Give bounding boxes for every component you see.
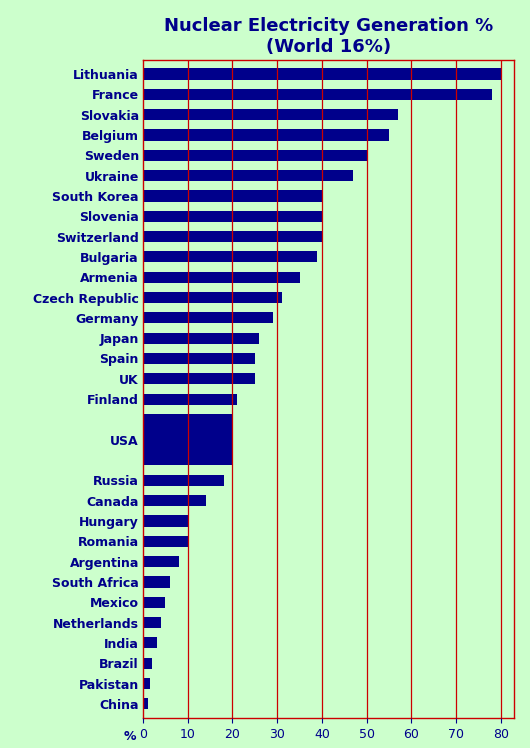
Bar xyxy=(143,353,255,364)
Bar xyxy=(143,69,501,79)
Bar xyxy=(143,475,224,486)
Bar xyxy=(143,678,150,689)
Bar xyxy=(143,191,322,201)
Bar xyxy=(143,272,299,283)
Title: Nuclear Electricity Generation %
(World 16%): Nuclear Electricity Generation % (World … xyxy=(164,16,493,55)
Bar xyxy=(143,536,188,547)
Bar xyxy=(143,373,255,384)
Bar xyxy=(143,597,165,608)
Text: %: % xyxy=(123,730,136,743)
Bar xyxy=(143,89,492,100)
Bar xyxy=(143,170,353,181)
Bar xyxy=(143,292,281,303)
Bar xyxy=(143,333,259,344)
Bar xyxy=(143,495,206,506)
Bar xyxy=(143,231,322,242)
Bar xyxy=(143,637,156,649)
Bar xyxy=(143,129,389,141)
Bar xyxy=(143,577,170,587)
Bar xyxy=(143,251,317,263)
Bar xyxy=(143,617,161,628)
Bar xyxy=(143,414,233,465)
Bar xyxy=(143,109,398,120)
Bar xyxy=(143,312,273,323)
Bar xyxy=(143,699,147,709)
Bar xyxy=(143,393,237,405)
Bar xyxy=(143,657,152,669)
Bar xyxy=(143,211,322,222)
Bar xyxy=(143,515,188,527)
Bar xyxy=(143,556,179,567)
Bar xyxy=(143,150,367,161)
